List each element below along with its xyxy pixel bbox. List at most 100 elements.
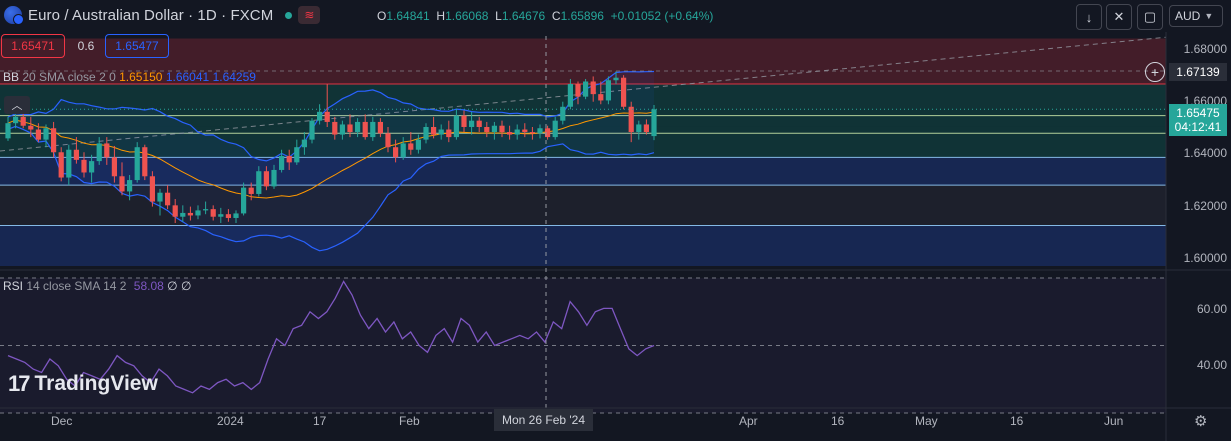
currency-selector[interactable]: AUD ▼: [1169, 5, 1223, 27]
candle-body: [567, 84, 573, 107]
candle-body: [127, 180, 133, 192]
open-value: 1.64841: [386, 9, 430, 23]
level-zone: [0, 185, 1166, 226]
candle-body: [294, 147, 300, 163]
candle-body: [484, 126, 490, 133]
chart-header: Euro / Australian Dollar · 1D · FXCM ≋ O…: [0, 0, 1231, 32]
candle-body: [286, 156, 292, 163]
tradingview-logo-icon: 17: [8, 371, 31, 396]
symbol-title[interactable]: Euro / Australian Dollar · 1D · FXCM: [28, 6, 274, 24]
candle-body: [73, 149, 79, 160]
candle-body: [537, 128, 543, 134]
candle-body: [111, 157, 117, 177]
spread-value: 0.6: [77, 39, 95, 53]
candle-body: [324, 111, 330, 122]
candle-body: [491, 125, 497, 133]
high-value: 1.66068: [445, 9, 489, 23]
sell-price-button[interactable]: 1.65471: [1, 34, 65, 58]
crosshair-price-tag: 1.67139: [1169, 63, 1227, 81]
level-zone: [0, 225, 1166, 266]
currency-flag-icon: [4, 6, 24, 25]
candle-body: [233, 213, 239, 218]
candle-body: [560, 106, 566, 121]
time-tick: May: [915, 414, 938, 428]
price-tick: 1.62000: [1183, 199, 1227, 213]
candle-body: [476, 120, 482, 127]
candle-body: [393, 147, 399, 158]
collapse-arrows-icon[interactable]: ✕: [1106, 4, 1132, 30]
time-tick: Dec: [51, 414, 73, 428]
candle-body: [552, 120, 558, 138]
candle-body: [575, 84, 581, 97]
bb-basis-value: 1.65150: [119, 70, 163, 84]
bb-legend[interactable]: BB 20 SMA close 2 0 1.65150 1.66041 1.64…: [3, 70, 256, 84]
candle-body: [423, 126, 429, 140]
candle-body: [583, 81, 589, 97]
time-tick: Jun: [1104, 414, 1124, 428]
settings-gear-icon[interactable]: ⚙: [1194, 413, 1208, 430]
collapse-legend-icon[interactable]: ︿: [4, 96, 30, 114]
rsi-legend[interactable]: RSI 14 close SMA 14 2 58.08 ∅ ∅: [3, 279, 191, 293]
price-tick: 1.68000: [1183, 42, 1227, 56]
time-tick: 17: [313, 414, 327, 428]
candle-body: [377, 121, 383, 134]
candle-body: [355, 121, 361, 133]
candle-body: [415, 139, 421, 150]
candle-body: [172, 205, 178, 217]
candle-body: [545, 128, 551, 138]
candle-body: [469, 120, 475, 127]
rsi-line: [7, 280, 655, 394]
bb-lower-line: [7, 125, 655, 252]
add-alert-icon[interactable]: +: [1145, 62, 1165, 82]
candle-body: [309, 120, 315, 140]
indicator-toggle-icon[interactable]: ≋: [298, 6, 321, 24]
crosshair-time-tag: Mon 26 Feb '24: [494, 409, 594, 431]
download-icon[interactable]: ↓: [1076, 4, 1102, 30]
candle-body: [529, 132, 535, 134]
watermark-text: TradingView: [34, 372, 158, 395]
rsi-name: RSI: [3, 279, 24, 293]
candle-body: [157, 192, 163, 202]
candle-body: [339, 124, 345, 135]
last-price-value: 1.65475: [1176, 106, 1220, 120]
bb-name: BB: [3, 70, 20, 84]
candle-body: [13, 116, 19, 124]
candle-body: [225, 214, 231, 218]
candle-body: [613, 77, 619, 81]
candle-body: [438, 129, 444, 135]
candle-body: [256, 171, 262, 194]
tradingview-logo: 17 TradingView: [8, 371, 158, 397]
bb-lower-value: 1.64259: [212, 70, 256, 84]
level-zone: [0, 126, 1166, 158]
candle-body: [499, 125, 505, 133]
candle-body: [187, 212, 193, 216]
rsi-band-fill: [0, 278, 1166, 413]
buy-price-button[interactable]: 1.65477: [105, 34, 169, 58]
market-status-icon: [285, 11, 293, 19]
time-tick: 2024: [217, 414, 244, 428]
candle-body: [96, 143, 102, 162]
candle-body: [522, 129, 528, 133]
change-value: +0.01052 (+0.64%): [610, 9, 714, 23]
candle-body: [35, 129, 41, 140]
candle-body: [636, 124, 642, 133]
price-tick: 1.60000: [1183, 251, 1227, 265]
bb-upper-value: 1.66041: [165, 70, 210, 84]
candle-body: [347, 124, 353, 133]
candle-body: [621, 77, 627, 107]
candle-body: [149, 176, 155, 202]
countdown-value: 04:12:41: [1174, 120, 1222, 134]
candle-body: [514, 129, 520, 135]
rsi-params: 14 close SMA 14 2: [26, 279, 127, 293]
candle-body: [317, 111, 323, 121]
candle-body: [180, 212, 186, 217]
symbol-info[interactable]: Euro / Australian Dollar · 1D · FXCM ≋: [4, 6, 321, 25]
rsi-tick: 60.00: [1196, 302, 1227, 316]
candle-body: [643, 124, 649, 133]
ohlc-values: O1.64841 H1.66068 L1.64676 C1.65896 +0.0…: [377, 9, 714, 23]
fullscreen-icon[interactable]: ▢: [1137, 4, 1163, 30]
candle-body: [165, 192, 171, 206]
candle-body: [628, 106, 634, 133]
candle-body: [20, 116, 26, 126]
